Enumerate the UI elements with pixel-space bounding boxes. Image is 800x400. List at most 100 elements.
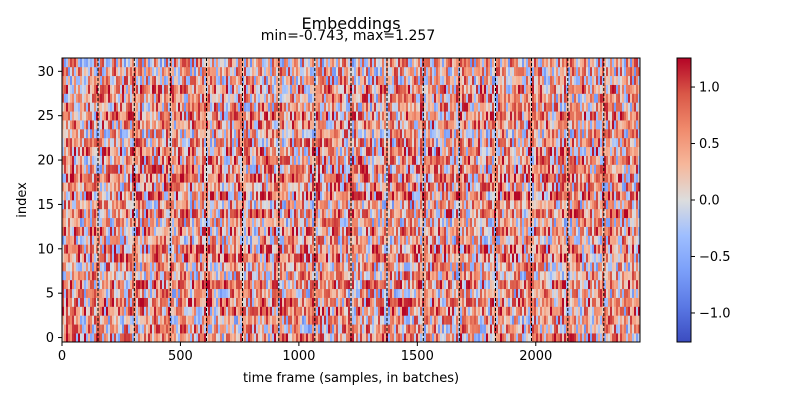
heatmap-cell bbox=[320, 315, 323, 325]
heatmap-cell bbox=[176, 208, 179, 219]
heatmap-cell bbox=[564, 297, 567, 307]
heatmap-cell bbox=[326, 288, 329, 298]
heatmap-cell bbox=[612, 217, 615, 227]
heatmap-cell bbox=[516, 306, 519, 316]
heatmap-cell bbox=[394, 333, 397, 343]
heatmap-cell bbox=[552, 262, 555, 272]
heatmap-cell bbox=[94, 324, 97, 334]
heatmap-cell bbox=[568, 279, 571, 290]
heatmap-cell bbox=[190, 262, 193, 272]
heatmap-cell bbox=[186, 306, 189, 316]
heatmap-cell bbox=[442, 297, 445, 307]
heatmap-cell bbox=[554, 271, 557, 281]
heatmap-cell bbox=[466, 253, 469, 263]
heatmap-cell bbox=[470, 226, 473, 236]
heatmap-cell bbox=[584, 191, 587, 201]
heatmap-cell bbox=[588, 333, 591, 343]
heatmap-cell bbox=[308, 324, 311, 334]
heatmap-cell bbox=[330, 262, 333, 272]
heatmap-cell bbox=[380, 288, 383, 298]
heatmap-cell bbox=[370, 208, 373, 219]
heatmap-cell bbox=[532, 226, 535, 236]
heatmap-cell bbox=[430, 271, 433, 281]
heatmap-cell bbox=[420, 200, 423, 210]
heatmap-cell bbox=[578, 271, 581, 281]
heatmap-cell bbox=[304, 288, 307, 298]
heatmap-cell bbox=[582, 200, 585, 210]
heatmap-cell bbox=[164, 226, 167, 236]
heatmap-cell bbox=[604, 200, 607, 210]
heatmap-cell bbox=[252, 271, 255, 281]
heatmap-cell bbox=[132, 333, 135, 343]
heatmap-cell bbox=[448, 324, 451, 334]
heatmap-cell bbox=[72, 191, 75, 201]
heatmap-cell bbox=[374, 333, 377, 343]
heatmap-cell bbox=[626, 208, 629, 219]
heatmap-cell bbox=[526, 324, 529, 334]
heatmap-cell bbox=[406, 271, 409, 281]
heatmap-cell bbox=[148, 324, 151, 334]
heatmap-cell bbox=[236, 297, 239, 307]
heatmap-cell bbox=[416, 226, 419, 236]
heatmap-cell bbox=[208, 324, 211, 334]
heatmap-cell bbox=[558, 306, 561, 316]
heatmap-cell bbox=[130, 191, 133, 201]
heatmap-cell bbox=[154, 262, 157, 272]
heatmap-cell bbox=[478, 271, 481, 281]
heatmap-cell bbox=[208, 191, 211, 201]
heatmap-cell bbox=[426, 279, 429, 290]
heatmap-cell bbox=[264, 244, 267, 254]
heatmap-cell bbox=[382, 235, 385, 245]
heatmap-cell bbox=[510, 297, 513, 307]
heatmap-cell bbox=[80, 208, 83, 219]
heatmap-cell bbox=[180, 324, 183, 334]
heatmap-cell bbox=[302, 200, 305, 210]
heatmap-cell bbox=[622, 253, 625, 263]
heatmap-cell bbox=[424, 306, 427, 316]
heatmap-cell bbox=[254, 253, 257, 263]
heatmap-cell bbox=[590, 244, 593, 254]
heatmap-cell bbox=[258, 315, 261, 325]
heatmap-cell bbox=[254, 244, 257, 254]
heatmap-cell bbox=[302, 333, 305, 343]
heatmap-cell bbox=[438, 253, 441, 263]
heatmap-cell bbox=[200, 297, 203, 307]
heatmap-cell bbox=[594, 288, 597, 298]
heatmap-cell bbox=[424, 200, 427, 210]
heatmap-cell bbox=[100, 244, 103, 254]
heatmap-cell bbox=[86, 271, 89, 281]
heatmap-cell bbox=[120, 324, 123, 334]
heatmap-cell bbox=[394, 279, 397, 290]
heatmap-cell bbox=[154, 297, 157, 307]
heatmap-cell bbox=[198, 271, 201, 281]
heatmap-cell bbox=[122, 271, 125, 281]
heatmap-cell bbox=[374, 208, 377, 219]
heatmap-cell bbox=[208, 288, 211, 298]
heatmap-cell bbox=[334, 217, 337, 227]
heatmap-cell bbox=[218, 333, 221, 343]
heatmap-cell bbox=[472, 191, 475, 201]
heatmap-cell bbox=[596, 288, 599, 298]
heatmap-cell bbox=[582, 288, 585, 298]
heatmap-cell bbox=[412, 324, 415, 334]
heatmap-cell bbox=[358, 217, 361, 227]
heatmap-cell bbox=[498, 226, 501, 236]
heatmap-cell bbox=[308, 191, 311, 201]
heatmap-cell bbox=[156, 262, 159, 272]
heatmap-cell bbox=[442, 288, 445, 298]
heatmap-cell bbox=[78, 271, 81, 281]
heatmap-cell bbox=[68, 297, 71, 307]
heatmap-cell bbox=[188, 200, 191, 210]
heatmap-cell bbox=[162, 235, 165, 245]
heatmap-cell bbox=[616, 217, 619, 227]
heatmap-cell bbox=[314, 217, 317, 227]
heatmap-cell bbox=[304, 235, 307, 245]
heatmap-cell bbox=[556, 200, 559, 210]
heatmap-cell bbox=[76, 191, 79, 201]
heatmap-cell bbox=[104, 333, 107, 343]
heatmap-cell bbox=[146, 217, 149, 227]
heatmap-cell bbox=[190, 200, 193, 210]
heatmap-cell bbox=[196, 182, 199, 192]
heatmap-cell bbox=[618, 217, 621, 227]
heatmap-cell bbox=[456, 271, 459, 281]
